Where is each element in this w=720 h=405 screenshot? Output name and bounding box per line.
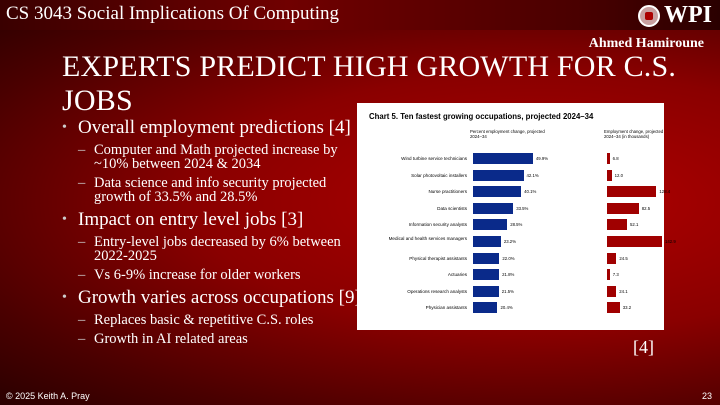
label-thousands: 142.9: [665, 239, 676, 244]
category-label: Medical and health services managers: [388, 236, 467, 241]
label-thousands: 33.2: [622, 305, 632, 311]
bullet: Growth varies across occupations [9]: [62, 288, 362, 309]
sub-bullet: Vs 6-9% increase for older workers: [62, 268, 362, 283]
bar-percent: [473, 186, 522, 198]
wpi-logo: WPI: [638, 2, 712, 29]
category-label: Nurse practitioners: [428, 189, 467, 195]
course-title: CS 3043 Social Implications Of Computing: [6, 3, 340, 24]
label-thousands: 6.8: [612, 156, 619, 161]
category-label: Physician assistants: [425, 305, 467, 311]
bar-percent: [473, 202, 514, 214]
label-percent: 22.0%: [502, 255, 515, 261]
page-number: 23: [701, 391, 712, 401]
category-label: Information security analysts: [408, 222, 467, 228]
sub-bullet: Computer and Math projected increase by …: [62, 143, 362, 172]
label-thousands: 82.5: [641, 205, 651, 211]
bar-thousands: [607, 202, 639, 214]
bar-thousands: [607, 269, 610, 281]
category-label: Wind turbine service technicians: [401, 156, 467, 161]
bar-thousands: [607, 219, 628, 231]
chart-title: Chart 5. Ten fastest growing occupations…: [369, 112, 594, 121]
bar-percent: [473, 236, 501, 247]
label-thousands: 52.1: [630, 222, 639, 228]
seal-icon: [638, 4, 660, 27]
label-percent: 21.8%: [502, 272, 515, 278]
label-percent: 33.5%: [516, 205, 529, 211]
logo-text: WPI: [664, 2, 712, 28]
bullet: Overall employment predictions [4]: [62, 118, 362, 139]
label-percent: 42.1%: [526, 172, 539, 178]
bar-thousands: [607, 153, 610, 164]
label-thousands: 7.3: [612, 272, 619, 278]
label-percent: 40.1%: [524, 189, 537, 195]
bar-percent: [473, 302, 498, 314]
category-label: Physical therapist assistants: [409, 255, 467, 261]
label-thousands: 24.5: [619, 255, 628, 261]
series-header-percent: Percent employment change, projected 202…: [470, 129, 545, 139]
series-header-thousands: Employment change, projected 2024–34 (in…: [604, 129, 664, 139]
sub-bullet: Data science and info security projected…: [62, 176, 362, 205]
bar-thousands: [607, 302, 620, 314]
bar-thousands: [607, 186, 657, 198]
copyright: © 2025 Keith A. Pray: [6, 391, 90, 401]
label-percent: 20.4%: [500, 305, 513, 311]
bullet: Impact on entry level jobs [3]: [62, 210, 362, 231]
title-bar: CS 3043 Social Implications Of Computing…: [0, 0, 720, 30]
bar-percent: [473, 269, 500, 281]
bar-percent: [473, 219, 508, 231]
label-percent: 28.5%: [510, 222, 523, 228]
chart-reference: [4]: [633, 337, 654, 357]
category-label: Operations research analysts: [407, 288, 467, 294]
bar-thousands: [607, 236, 663, 247]
bar-percent: [473, 285, 499, 297]
bar-percent: [473, 252, 500, 264]
bar-thousands: [607, 252, 617, 264]
category-label: Solar photovoltaic installers: [411, 172, 467, 178]
label-percent: 23.2%: [503, 239, 517, 244]
bar-percent: [473, 169, 524, 181]
label-thousands: 128.4: [659, 189, 671, 195]
author: Ahmed Hamiroune: [588, 36, 704, 51]
sub-bullet: Growth in AI related areas: [62, 332, 362, 347]
category-label: Data scientists: [437, 205, 467, 211]
chart: Chart 5. Ten fastest growing occupations…: [357, 103, 676, 330]
label-thousands: 24.1: [619, 288, 628, 294]
slide-title: EXPERTS PREDICT HIGH GROWTH FOR C.S. JOB…: [62, 50, 677, 117]
bar-thousands: [607, 169, 612, 181]
label-percent: 49.9%: [535, 156, 549, 161]
bullet-list: Overall employment predictions [4] Comput…: [62, 112, 362, 347]
sub-bullet: Replaces basic & repetitive C.S. roles: [62, 313, 362, 328]
bar-thousands: [607, 285, 617, 297]
label-percent: 21.5%: [501, 288, 514, 294]
sub-bullet: Entry-level jobs decreased by 6% between…: [62, 235, 362, 264]
category-label: Actuaries: [447, 272, 467, 278]
label-thousands: 12.0: [614, 172, 623, 178]
bar-percent: [473, 153, 533, 164]
